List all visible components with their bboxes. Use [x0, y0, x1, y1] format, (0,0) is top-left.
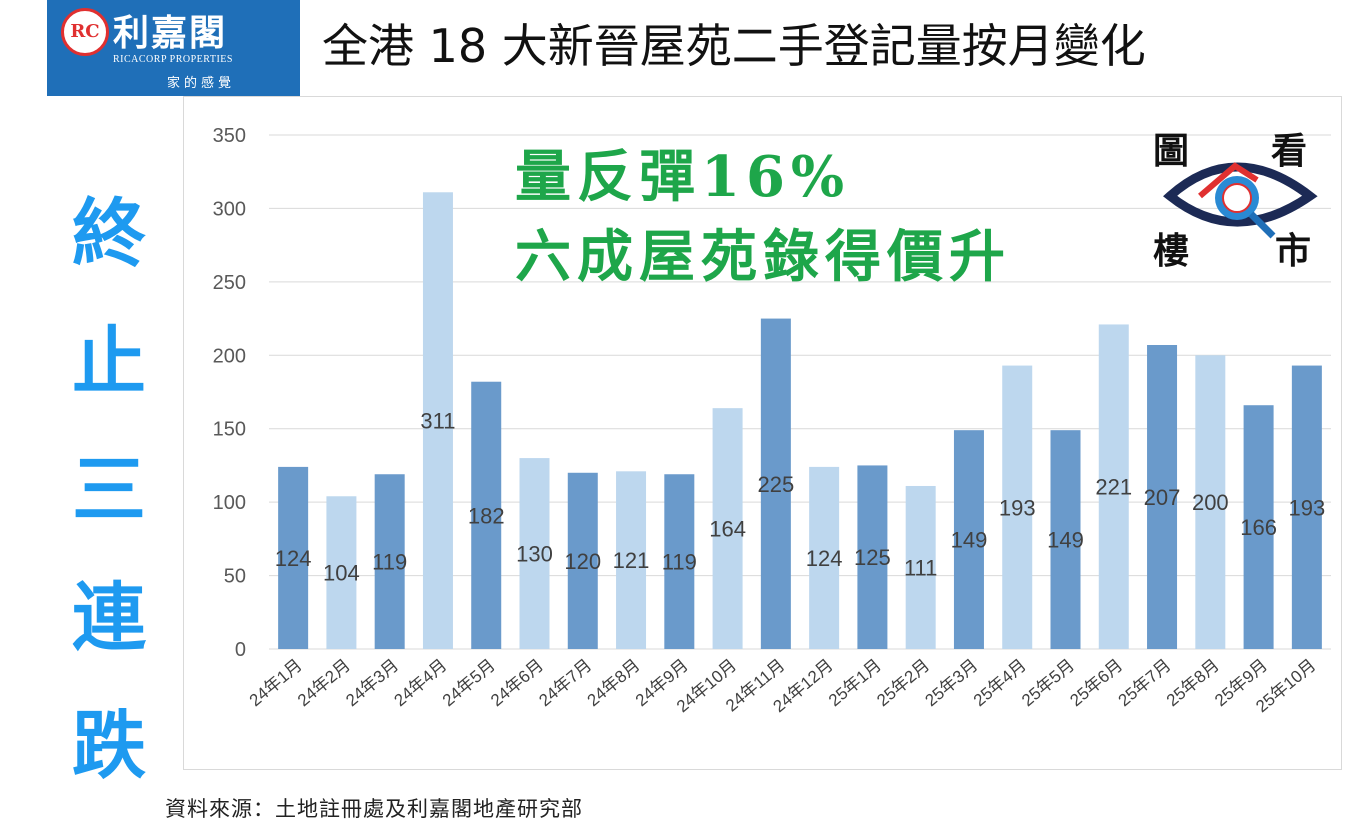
x-tick-label: 24年7月 [535, 656, 595, 711]
data-label: 121 [613, 548, 650, 573]
bar [1050, 430, 1081, 649]
brand-tagline: 家的感覺 [167, 76, 236, 91]
rc-emblem-icon: RC [61, 8, 109, 56]
x-tick-label: 24年8月 [584, 656, 644, 711]
bar [519, 458, 550, 649]
x-tick-label: 25年4月 [970, 656, 1030, 711]
bar [1243, 405, 1274, 649]
x-tick-label: 25年6月 [1066, 656, 1126, 711]
bar [1098, 324, 1129, 649]
x-tick-label: 24年3月 [342, 656, 402, 711]
bar [905, 485, 936, 649]
data-label: 130 [516, 542, 553, 567]
badge-char: 樓 [1153, 230, 1190, 272]
bar [953, 430, 984, 649]
bar [616, 471, 647, 649]
data-label: 164 [709, 517, 746, 542]
x-tick-label: 25年2月 [873, 656, 933, 711]
data-label: 104 [323, 561, 360, 586]
bar [664, 474, 695, 649]
data-label: 193 [1289, 495, 1326, 520]
y-tick-label: 200 [213, 345, 246, 367]
caption-char: 跌 [72, 703, 146, 789]
data-label: 221 [1095, 475, 1132, 500]
bar [1147, 345, 1178, 649]
highlight-line-2: 六成屋苑錄得價升 [515, 224, 1011, 290]
data-label: 120 [564, 549, 601, 574]
data-label: 182 [468, 503, 505, 528]
vertical-caption: 終 止 三 連 跌 [62, 170, 156, 810]
brand-english-name: RICACORP PROPERTIES [113, 54, 233, 65]
page-title: 全港 18 大新晉屋苑二手登記量按月變化 [322, 19, 1146, 73]
data-label: 124 [806, 546, 843, 571]
eye-badge: 圖 看 樓 市 [1145, 118, 1325, 272]
x-tick-label: 25年8月 [1163, 656, 1223, 711]
highlight-line-1: 量反彈16% [515, 144, 851, 210]
bar [422, 192, 453, 649]
bar [374, 474, 405, 649]
y-tick-label: 50 [224, 566, 246, 588]
data-label: 111 [904, 555, 937, 580]
brand-name: 利嘉閣 [113, 12, 228, 54]
bar-chart: 0 50 100 150 200 250 300 350 124 24年1月 104 24年2月 119… [213, 125, 1331, 716]
data-label: 119 [372, 550, 407, 575]
caption-char: 連 [72, 575, 146, 661]
data-label: 200 [1192, 490, 1229, 515]
data-label: 149 [951, 528, 988, 553]
badge-char: 看 [1271, 130, 1308, 172]
bar [809, 466, 840, 649]
x-tick-label: 24年5月 [439, 656, 499, 711]
bar [1291, 365, 1322, 649]
data-label: 166 [1240, 515, 1277, 540]
data-label: 119 [662, 550, 697, 575]
bar [1002, 365, 1033, 649]
caption-char: 止 [72, 319, 146, 405]
x-tick-label: 25年7月 [1115, 656, 1175, 711]
eye-icon [1163, 162, 1318, 239]
data-label: 225 [758, 472, 795, 497]
y-tick-label: 100 [213, 492, 246, 514]
data-label: 125 [854, 545, 891, 570]
data-label: 311 [420, 409, 455, 434]
y-tick-label: 300 [213, 198, 246, 220]
x-tick-label: 24年4月 [391, 656, 451, 711]
y-tick-label: 0 [235, 639, 246, 661]
x-tick-label: 24年6月 [487, 656, 547, 711]
y-tick-label: 350 [213, 125, 246, 147]
source-note: 資料來源：土地註冊處及利嘉閣地產研究部 [165, 797, 583, 821]
y-tick-label: 150 [213, 419, 246, 441]
x-tick-label: 24年1月 [246, 656, 306, 711]
bar [712, 408, 743, 649]
y-tick-label: 250 [213, 272, 246, 294]
caption-char: 三 [72, 447, 146, 533]
x-tick-label: 25年3月 [922, 656, 982, 711]
caption-char: 終 [72, 191, 146, 277]
data-label: 193 [999, 495, 1036, 520]
data-label: 207 [1144, 485, 1181, 510]
bar [1195, 355, 1226, 649]
bar [471, 381, 502, 649]
x-tick-label: 25年1月 [825, 656, 885, 711]
bar [326, 496, 357, 649]
bar [567, 472, 598, 649]
x-tick-label: 25年5月 [1018, 656, 1078, 711]
data-label: 124 [275, 546, 312, 571]
chart-frame: 0 50 100 150 200 250 300 350 124 24年1月 104 24年2月 119… [183, 96, 1342, 770]
bar [857, 465, 888, 649]
brand-logo: RC 利嘉閣 RICACORP PROPERTIES 家的感覺 [47, 0, 300, 96]
bar [278, 466, 309, 649]
badge-char: 市 [1275, 230, 1312, 272]
badge-char: 圖 [1153, 130, 1190, 172]
data-label: 149 [1047, 528, 1084, 553]
x-tick-label: 24年2月 [294, 656, 354, 711]
bar [760, 318, 791, 649]
